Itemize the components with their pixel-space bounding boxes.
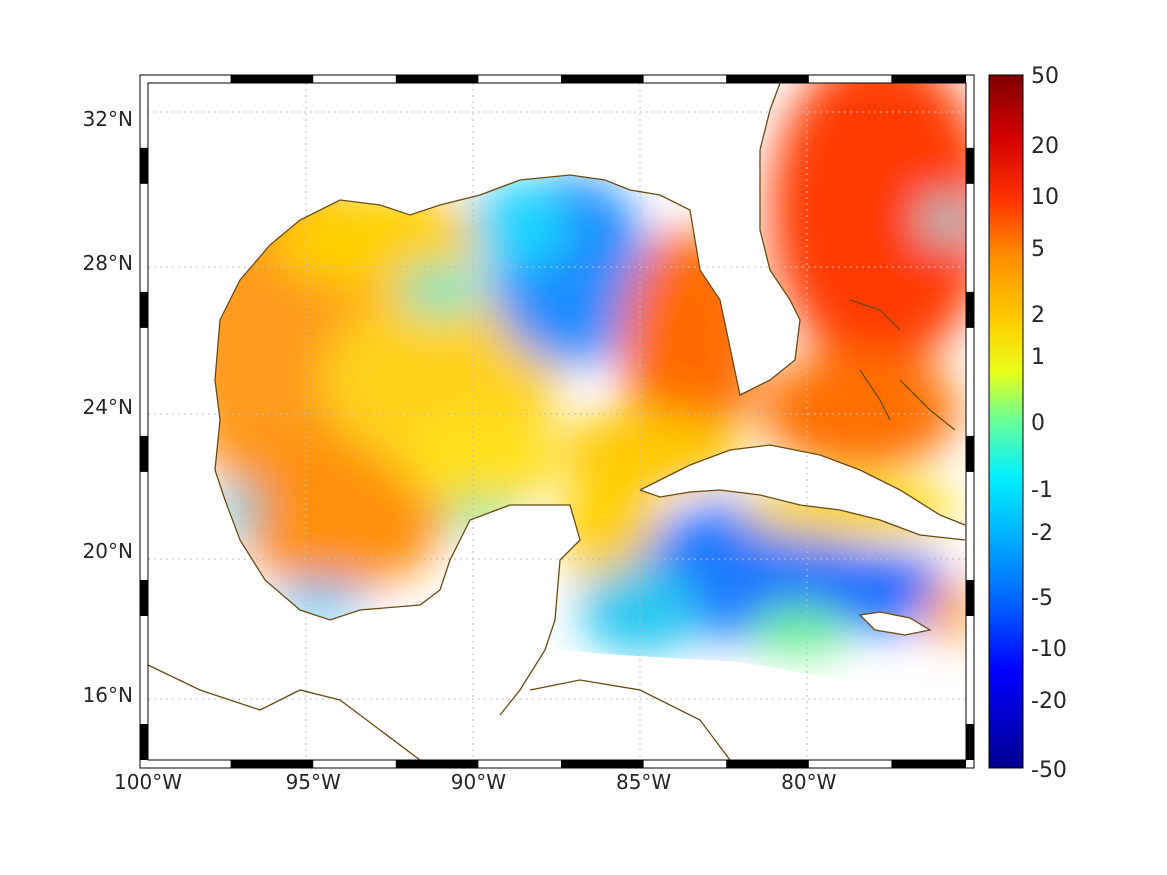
- lat-tick-label: 20°N: [83, 539, 133, 563]
- frame-segment: [395, 760, 479, 768]
- lon-tick-label: 95°W: [286, 770, 341, 794]
- colorbar-tick-label: 0: [1031, 411, 1045, 436]
- coastline: [148, 83, 966, 760]
- colorbar-tick-label: 50: [1031, 64, 1059, 89]
- land-cuba: [640, 445, 965, 540]
- field-blob-caribbean-deep: [810, 550, 950, 630]
- lon-tick-label: 85°W: [616, 770, 671, 794]
- frame-segment: [140, 579, 148, 616]
- lon-tick-label: 90°W: [451, 770, 506, 794]
- frame-segment: [966, 147, 974, 184]
- lat-tick-label: 16°N: [83, 683, 133, 707]
- frame-segment: [140, 147, 148, 184]
- coast-central-america: [148, 664, 421, 760]
- coast-us-gulf: [214, 83, 801, 471]
- lat-tick-label: 24°N: [83, 395, 133, 419]
- colorbar-tick-label: -50: [1031, 758, 1067, 783]
- field-blob-loop-cyan: [470, 180, 570, 270]
- field-blob-south-yellow: [400, 410, 560, 510]
- coast-jamaica: [858, 611, 932, 636]
- colorbar-tick-label: -20: [1031, 689, 1067, 714]
- land-jamaica: [860, 612, 930, 635]
- field-blob-sw-orange: [230, 430, 450, 590]
- lon-axis-labels: 100°W 95°W 90°W 85°W 80°W: [114, 770, 837, 794]
- frame-segment: [230, 75, 314, 83]
- field-blob-atlantic-cyan: [923, 200, 966, 240]
- lat-axis-labels: 16°N 20°N 24°N 28°N 32°N: [83, 107, 133, 707]
- field-blob-west-cyan: [400, 265, 480, 315]
- colorbar-tick-label: 2: [1031, 303, 1045, 328]
- anomaly-field: [148, 83, 966, 760]
- land-central-america: [148, 650, 966, 760]
- graticule: [148, 83, 966, 760]
- frame-segment: [966, 435, 974, 472]
- frame-segment: [140, 435, 148, 472]
- frame-segment: [966, 723, 974, 760]
- colorbar-tick-label: -5: [1031, 586, 1053, 611]
- lon-tick-label: 80°W: [781, 770, 836, 794]
- colorbar-tick-label: -10: [1031, 637, 1067, 662]
- land-mask: [148, 83, 966, 760]
- frame-segment: [726, 75, 809, 83]
- frame-segment: [140, 723, 148, 760]
- field-blob-east-orange: [925, 580, 966, 640]
- frame-segment: [230, 760, 314, 768]
- frame-segment: [561, 75, 644, 83]
- field-blob-channel-yellow: [560, 470, 660, 590]
- field-blob-bahamas-orange: [760, 350, 960, 470]
- frame-segment: [891, 760, 966, 768]
- frame-segment: [561, 760, 644, 768]
- field-blob-north-yellow: [270, 190, 490, 290]
- colorbar-tick-label: 10: [1031, 185, 1059, 210]
- frame-segment: [966, 579, 974, 616]
- frame-segment: [395, 75, 479, 83]
- land-north: [148, 83, 800, 470]
- frame-segment: [966, 291, 974, 328]
- field-blob-jamaica-yellow: [750, 605, 850, 655]
- lon-tick-label: 100°W: [114, 770, 182, 794]
- colorbar-bar: [988, 74, 1024, 769]
- lat-tick-label: 28°N: [83, 251, 133, 275]
- lat-tick-label: 32°N: [83, 107, 133, 131]
- coast-cuba: [639, 444, 966, 541]
- frame-segment: [140, 291, 148, 328]
- coast-mexico: [214, 469, 581, 716]
- coast-bahamas: [849, 299, 956, 431]
- colorbar-tick-label: -2: [1031, 521, 1053, 546]
- colorbar-tick-label: 5: [1031, 237, 1045, 262]
- colorbar-tick-label: -1: [1031, 478, 1053, 503]
- field-blob-atlantic-red: [770, 83, 966, 370]
- map-frame: [139, 74, 975, 769]
- colorbar-tick-label: 20: [1031, 134, 1059, 159]
- frame-segment: [891, 75, 966, 83]
- coast-honduras: [529, 679, 731, 760]
- colorbar-tick-label: 1: [1031, 345, 1045, 370]
- frame-segment: [726, 760, 809, 768]
- field-blob-caribbean-cyan: [580, 565, 700, 655]
